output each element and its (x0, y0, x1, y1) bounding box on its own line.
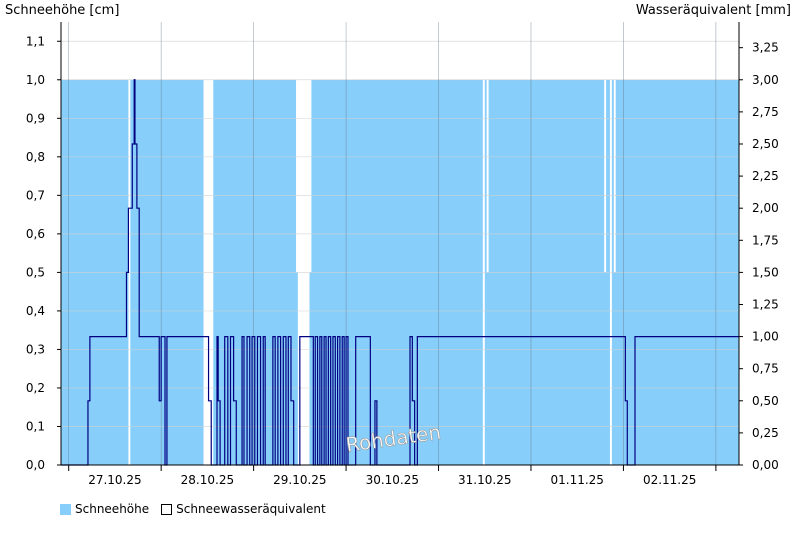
right-tick-label: 0,50 (752, 394, 779, 408)
snow-depth-dip (207, 79, 210, 273)
left-tick-label: 0,9 (26, 111, 45, 125)
legend-label-snow-depth: Schneehöhe (75, 502, 150, 516)
left-axis-title: Schneehöhe [cm] (5, 3, 119, 18)
right-tick-label: 0,25 (752, 426, 779, 440)
right-tick-label: 1,00 (752, 330, 779, 344)
legend-label-swe: Schneewasseräquivalent (176, 502, 326, 516)
x-tick-label: 30.10.25 (366, 473, 419, 487)
left-tick-label: 1,1 (26, 34, 45, 48)
right-tick-label: 2,50 (752, 137, 779, 151)
left-tick-label: 0,8 (26, 150, 45, 164)
swe-step-line (61, 79, 739, 466)
legend-item-snow-depth: Schneehöhe (60, 502, 149, 516)
swe-series (61, 79, 739, 466)
snow-depth-dip (486, 79, 489, 273)
right-tick-label: 1,50 (752, 265, 779, 279)
legend-swatch-snow-depth (60, 503, 71, 515)
right-tick-label: 2,25 (752, 169, 779, 183)
right-axis-ticks: 0,00 0,25 0,50 0,75 1,00 1,25 1,50 1,75 2,00 2,25… (739, 41, 779, 472)
legend-swatch-swe (161, 503, 173, 515)
snow-depth-dip (309, 79, 312, 273)
left-axis-ticks: 0,0 0,1 0,2 0,3 0,4 0,5 0,6 0,7 0,8 0,9 1,0 1,1 (26, 34, 61, 472)
x-axis-ticks: 27.10.25 28.10.25 29.10.25 30.10.25 31.10.25… (68, 465, 717, 487)
gridlines (61, 22, 739, 466)
left-tick-label: 0,0 (26, 458, 45, 472)
left-tick-label: 0,1 (26, 419, 45, 433)
right-tick-label: 1,75 (752, 233, 779, 247)
x-tick-label: 01.11.25 (550, 473, 603, 487)
legend-item-swe: Schneewasseräquivalent (161, 502, 326, 516)
right-tick-label: 3,00 (752, 73, 779, 87)
snow-depth-dip (613, 79, 616, 273)
axes (60, 22, 740, 466)
right-tick-label: 2,00 (752, 201, 779, 215)
snow-depth-dip (604, 79, 607, 273)
left-tick-label: 0,6 (26, 227, 45, 241)
left-tick-label: 0,4 (26, 304, 45, 318)
x-tick-label: 28.10.25 (181, 473, 234, 487)
x-tick-label: 02.11.25 (643, 473, 696, 487)
left-tick-label: 0,5 (26, 265, 45, 279)
right-tick-label: 3,25 (752, 41, 779, 55)
right-tick-label: 0,75 (752, 362, 779, 376)
right-tick-label: 0,00 (752, 458, 779, 472)
right-tick-label: 2,75 (752, 105, 779, 119)
left-tick-label: 0,2 (26, 381, 45, 395)
left-tick-label: 1,0 (26, 73, 45, 87)
x-tick-label: 31.10.25 (458, 473, 511, 487)
right-tick-label: 1,25 (752, 297, 779, 311)
x-tick-label: 27.10.25 (88, 473, 141, 487)
x-tick-label: 29.10.25 (273, 473, 326, 487)
left-tick-label: 0,7 (26, 188, 45, 202)
legend: Schneehöhe Schneewasseräquivalent (60, 500, 338, 518)
right-axis-title: Wasseräquivalent [mm] (636, 3, 791, 18)
left-tick-label: 0,3 (26, 342, 45, 356)
snow-depth-dip (295, 79, 298, 273)
